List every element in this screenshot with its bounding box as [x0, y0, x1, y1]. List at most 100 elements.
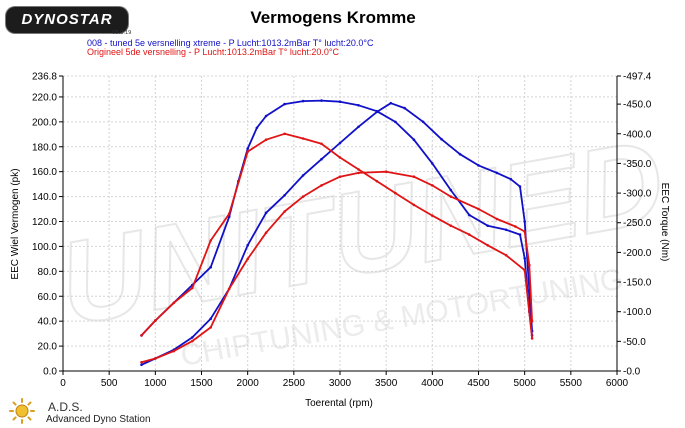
data-point [246, 257, 249, 261]
data-point [468, 213, 471, 217]
data-point [523, 220, 526, 223]
y-right-tick-label: -50.0 [623, 337, 646, 348]
data-point [338, 141, 342, 145]
data-point [518, 233, 522, 236]
data-point [154, 357, 157, 360]
x-axis-title: Toerental (rpm) [305, 398, 373, 409]
logo-text: DYNOSTAR [21, 11, 113, 28]
series-lines [140, 99, 534, 367]
x-tick-label: 2500 [283, 378, 306, 389]
data-point [191, 339, 194, 343]
y-right-tick-label: -400.0 [623, 129, 652, 140]
data-point [412, 138, 416, 141]
legend: 008 - tuned 5e versnelling xtreme - P Lu… [87, 38, 374, 57]
y-right-tick-label: -100.0 [623, 307, 652, 318]
y-right-tick-label: -497.4 [623, 72, 652, 83]
data-point [421, 120, 425, 124]
y-left-tick-label: 220.0 [32, 92, 57, 103]
data-point [514, 225, 517, 228]
x-tick-label: 4500 [467, 378, 490, 389]
data-point [412, 203, 416, 207]
data-point [246, 150, 249, 153]
x-tick-label: 3500 [375, 378, 398, 389]
y-right-tick-label: -200.0 [623, 248, 652, 259]
y-left-tick-label: 80.0 [38, 267, 58, 278]
x-tick-label: 1000 [144, 378, 167, 389]
data-point [154, 319, 157, 322]
data-point [486, 224, 490, 227]
data-point [477, 164, 480, 167]
chart-title: Vermogens Kromme [250, 8, 415, 27]
data-point [495, 171, 499, 175]
y-left-tick-label: 160.0 [32, 167, 57, 178]
data-point [518, 185, 522, 188]
data-point [209, 326, 212, 329]
x-tick-label: 2000 [237, 378, 260, 389]
y-left-tick-label: 100.0 [32, 242, 57, 253]
data-point [486, 244, 490, 247]
y-left-tick-label: 200.0 [32, 117, 57, 128]
data-point [477, 207, 480, 211]
data-point [375, 109, 379, 113]
x-tick-label: 500 [101, 378, 118, 389]
x-tick-label: 6000 [606, 378, 629, 389]
data-point [431, 214, 434, 217]
ads-name: A.D.S. [48, 400, 83, 414]
data-point [338, 100, 342, 103]
tick-labels: 0 500 1000 1500 2000 2500 3000 3500 4000 4500 5000… [32, 72, 652, 390]
data-point [209, 317, 212, 321]
x-tick-label: 1500 [190, 378, 213, 389]
y-left-tick-label: 20.0 [38, 342, 58, 353]
data-point [509, 177, 513, 181]
data-point [357, 168, 360, 171]
y-right-tick-label: -250.0 [623, 218, 652, 229]
data-point [375, 179, 379, 183]
data-point [191, 336, 194, 339]
y-right-tick-label: -150.0 [623, 278, 652, 289]
data-point [301, 99, 305, 103]
data-point [255, 126, 259, 130]
y-left-tick-label: 0.0 [43, 367, 57, 378]
logo-version: V5.0.19 [112, 30, 132, 36]
data-point [301, 174, 305, 177]
data-point [449, 188, 453, 192]
x-tick-label: 0 [60, 378, 66, 389]
data-point [140, 363, 143, 367]
data-point [403, 106, 406, 110]
data-point [431, 162, 434, 165]
data-point [528, 263, 531, 267]
data-point [264, 138, 268, 141]
axes [59, 75, 621, 375]
data-point [320, 157, 323, 161]
y-axis-right-title: EEC Torque (Nm) [659, 183, 670, 262]
data-point [209, 265, 212, 269]
data-point [283, 210, 286, 213]
data-point [431, 184, 434, 187]
data-point [320, 184, 323, 187]
data-point [412, 175, 416, 178]
data-point [320, 142, 323, 146]
data-point [246, 147, 249, 150]
y-right-tick-label: -450.0 [623, 100, 652, 111]
series-line-power-0 [141, 102, 533, 366]
data-point [468, 233, 471, 236]
data-point [523, 257, 526, 260]
data-point [389, 101, 393, 105]
data-point [264, 211, 268, 215]
data-point [440, 138, 443, 141]
x-tick-label: 3000 [329, 378, 352, 389]
data-point [191, 286, 194, 290]
data-point [209, 239, 212, 242]
data-point [227, 287, 231, 291]
data-point [523, 268, 526, 272]
data-point [301, 195, 305, 198]
data-point [301, 137, 305, 140]
data-point [283, 132, 286, 136]
data-point [449, 224, 453, 227]
data-point [357, 125, 360, 129]
data-point [283, 102, 286, 106]
x-tick-label: 5500 [560, 378, 583, 389]
dynostar-logo: DYNOSTAR [6, 7, 128, 33]
data-point [246, 243, 249, 247]
